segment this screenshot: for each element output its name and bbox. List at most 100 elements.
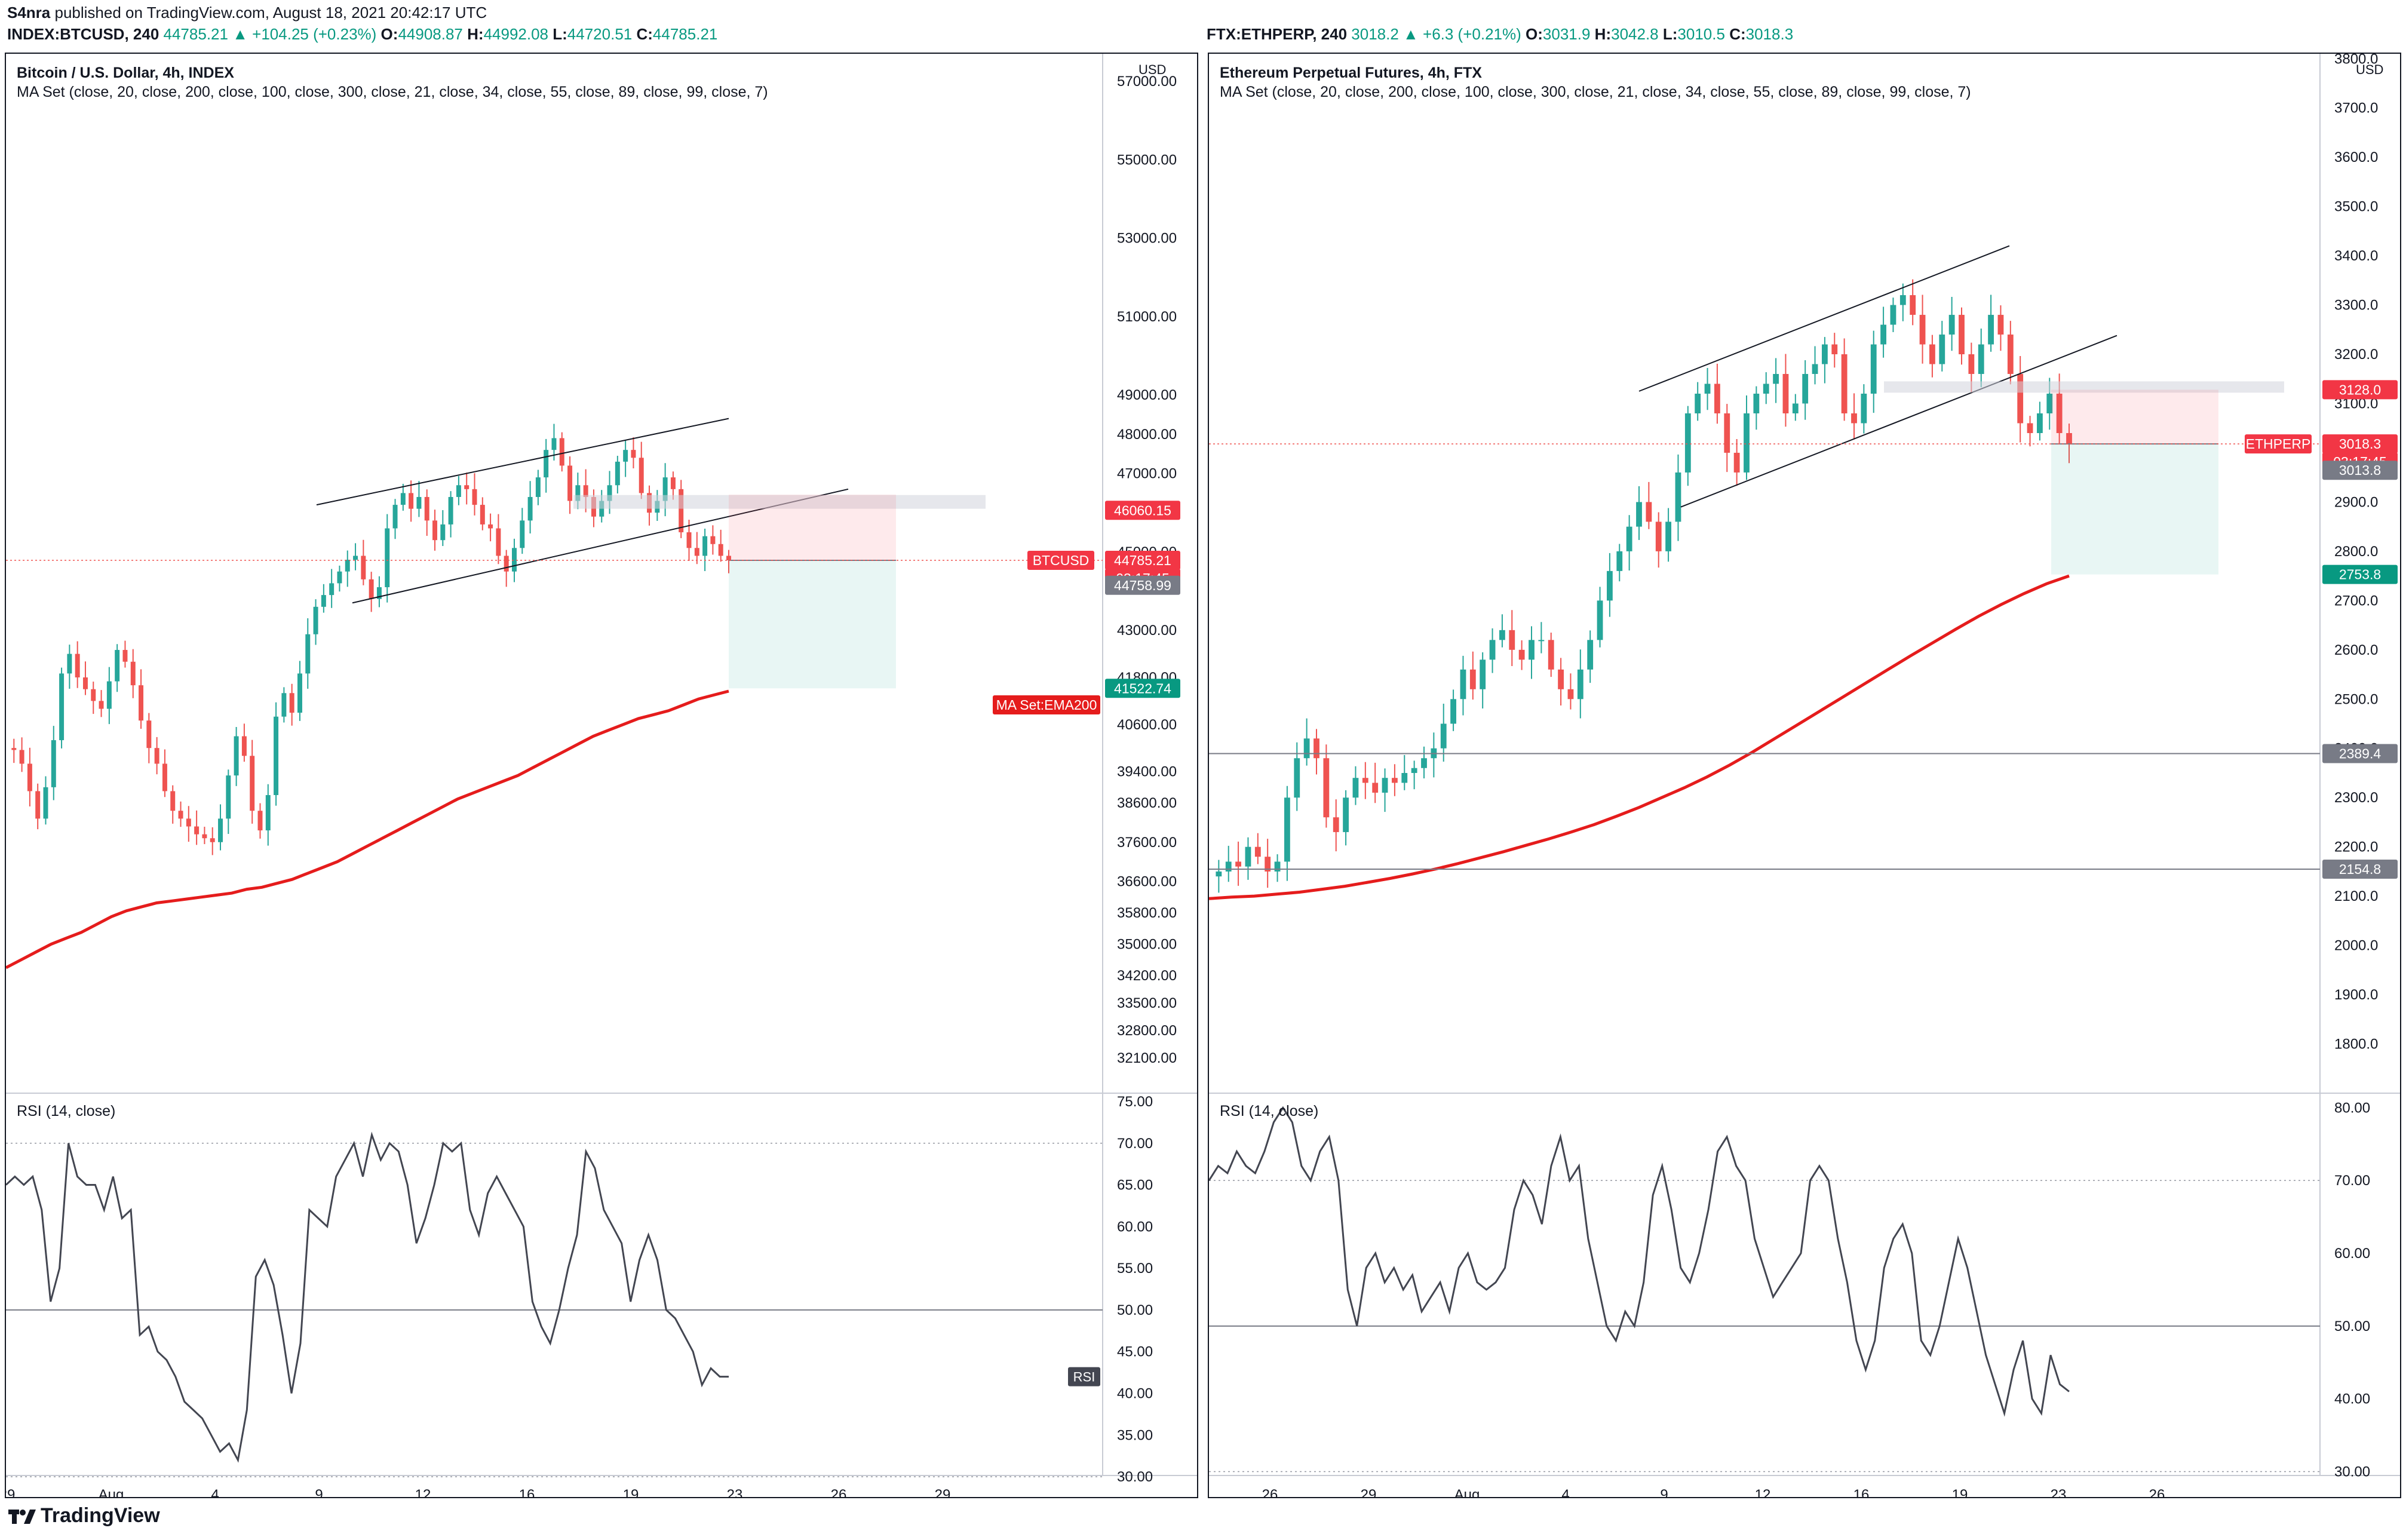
rsi-tick-label: 60.00 <box>1117 1219 1153 1235</box>
candle-body <box>1939 335 1945 364</box>
stop-loss-zone <box>2051 389 2218 444</box>
candle-body <box>106 681 112 709</box>
trend-channel-line <box>1680 335 2117 508</box>
candle-body <box>353 556 358 560</box>
rsi-tick-label: 55.00 <box>1117 1260 1153 1277</box>
eth-rsi-legend: RSI (14, close) <box>1220 1103 1319 1119</box>
candle-body <box>472 489 477 505</box>
time-tick-label: 12 <box>415 1487 431 1498</box>
time-tick-label: 26 <box>831 1487 847 1498</box>
candle-body <box>1910 295 1916 315</box>
candle-body <box>1724 413 1730 453</box>
candle-body <box>464 485 469 489</box>
candle-body <box>424 496 429 521</box>
candle-body <box>1714 384 1720 413</box>
stop-loss-zone <box>729 495 896 561</box>
candle-body <box>1567 689 1574 700</box>
price-tick-label: 2600.0 <box>2334 642 2378 658</box>
time-tick-label: 26 <box>1262 1487 1278 1498</box>
candle-body <box>726 556 731 561</box>
candle-body <box>305 634 311 674</box>
candle-body <box>361 556 366 579</box>
bid-price-label-bg <box>2322 461 2398 480</box>
candle-body <box>480 505 485 524</box>
symbol-label: BTCUSD <box>1033 553 1090 568</box>
price-tick-label: 2100.0 <box>2334 888 2378 904</box>
candle-body <box>1704 384 1711 394</box>
price-tick-label: 51000.00 <box>1117 309 1177 325</box>
candle-body <box>1323 758 1330 818</box>
candle-body <box>376 587 382 599</box>
target-price-label-bg <box>2322 565 2398 584</box>
candle-body <box>1919 315 1926 345</box>
resistance-price-label: 3128.0 <box>2339 382 2381 397</box>
candle-body <box>1665 521 1671 551</box>
time-tick-label: Aug <box>99 1487 124 1498</box>
eth-chart-panel[interactable]: USD 3800.0 3700.0 3600.0 3500.0 3400.0 3300.0 3… <box>1208 53 2401 1498</box>
candle-body <box>694 548 699 556</box>
candle-body <box>1362 778 1368 783</box>
candle-body <box>1899 295 1906 305</box>
price-tick-label: 3500.0 <box>2334 199 2378 215</box>
candle-body <box>1294 758 1300 798</box>
time-tick-label: 19 <box>623 1487 639 1498</box>
resistance-price-label-bg <box>2322 380 2398 400</box>
candle-body <box>321 595 326 607</box>
candle-body <box>583 485 588 497</box>
take-profit-zone <box>2051 444 2218 575</box>
candle-body <box>1968 354 1975 375</box>
time-tick-label: 19 <box>1952 1487 1968 1498</box>
candle-body <box>456 485 461 497</box>
candle-body <box>504 556 509 572</box>
candle-body <box>710 536 716 544</box>
candle-body <box>75 654 80 677</box>
candle-body <box>1518 649 1525 660</box>
candle-body <box>1382 778 1388 793</box>
ema200-line <box>6 689 729 970</box>
candle-body <box>520 520 525 548</box>
candle-body <box>1509 630 1515 650</box>
price-tick-label: 2700.0 <box>2334 593 2378 609</box>
candle-body <box>2017 374 2024 424</box>
candle-body <box>615 461 620 486</box>
candle-body <box>11 748 17 750</box>
time-tick-label: 16 <box>519 1487 535 1498</box>
resistance-price-label-bg <box>1105 501 1180 520</box>
candle-body <box>19 750 24 764</box>
candle-body <box>1616 551 1623 571</box>
candle-body <box>265 794 271 831</box>
publication-info: published on TradingView.com, August 18,… <box>54 4 487 22</box>
candle-body <box>202 834 207 839</box>
candle-body <box>154 748 159 764</box>
candle-body <box>686 532 692 548</box>
candle-body <box>1929 344 1935 364</box>
candle-body <box>535 477 541 497</box>
candle-body <box>432 520 438 541</box>
candle-body <box>496 528 501 556</box>
candle-body <box>1997 315 2004 335</box>
candle-body <box>1216 871 1222 877</box>
btc-chart-panel[interactable]: USD 57000.00 55000.00 53000.00 51000.00 49000… <box>5 53 1198 1498</box>
author-name: S4nra <box>7 4 51 22</box>
rsi-tick-label: 50.00 <box>1117 1302 1153 1318</box>
time-tick-label: 23 <box>727 1487 743 1498</box>
candle-body <box>1392 778 1398 783</box>
time-tick-label: 23 <box>2051 1487 2067 1498</box>
target-price-label: 2753.8 <box>2339 567 2381 582</box>
candle-body <box>51 740 56 787</box>
candle-body <box>1684 413 1691 473</box>
candle-body <box>1352 778 1359 798</box>
rsi-tick-label: 75.00 <box>1117 1094 1153 1110</box>
candle-body <box>1890 305 1896 325</box>
candle-body <box>1626 526 1632 551</box>
time-tick-label: 9 <box>315 1487 323 1498</box>
candle-body <box>1763 384 1769 394</box>
support1-price-label-bg <box>2322 744 2398 763</box>
symbol-label-bg <box>1027 551 1094 570</box>
candle-body <box>409 493 414 509</box>
candle-body <box>1675 472 1681 522</box>
rsi-tick-label: 70.00 <box>1117 1136 1153 1152</box>
candle-body <box>1695 394 1701 413</box>
